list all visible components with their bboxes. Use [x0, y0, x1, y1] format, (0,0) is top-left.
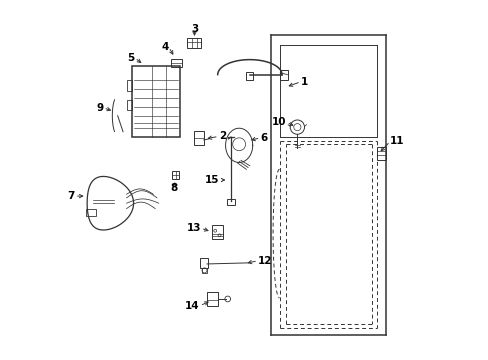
Text: 7: 7 [67, 191, 75, 201]
Bar [193, 131, 203, 145]
Text: 1: 1 [300, 77, 307, 87]
Text: 5: 5 [127, 53, 135, 63]
Text: 15: 15 [204, 175, 219, 185]
Bar [246, 72, 253, 80]
Text: 9: 9 [96, 103, 103, 113]
Text: 8: 8 [170, 183, 177, 193]
Text: 6: 6 [260, 133, 267, 143]
Bar [201, 267, 207, 273]
Bar [170, 59, 182, 67]
Bar [206, 292, 217, 306]
Bar [85, 209, 95, 216]
Bar [200, 257, 207, 267]
Text: 3: 3 [190, 24, 198, 34]
Bar [171, 171, 179, 179]
Text: 4: 4 [161, 42, 168, 52]
Bar [127, 80, 132, 91]
Text: 11: 11 [389, 136, 404, 147]
Text: 2: 2 [218, 131, 225, 141]
Bar [187, 38, 201, 48]
Text: 12: 12 [258, 256, 272, 266]
Text: 10: 10 [272, 117, 286, 127]
Text: 14: 14 [185, 301, 200, 311]
Bar [211, 225, 223, 239]
Bar [127, 100, 132, 111]
Bar [377, 147, 386, 160]
Text: 13: 13 [186, 223, 201, 233]
Bar [132, 66, 180, 137]
Bar [226, 199, 235, 205]
Bar [280, 70, 287, 80]
